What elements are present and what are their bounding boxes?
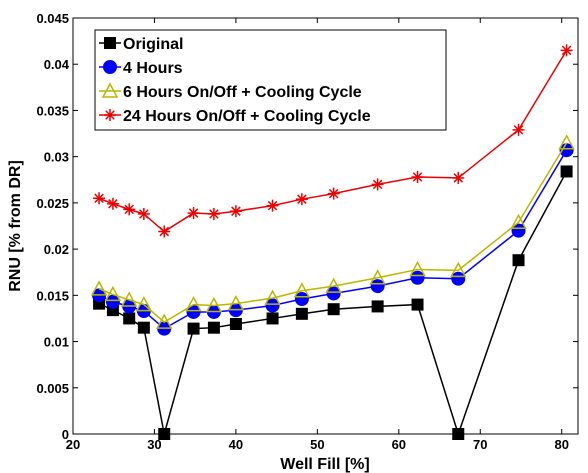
series-2	[90, 134, 575, 329]
legend-label: 6 Hours On/Off + Cooling Cycle	[123, 84, 362, 101]
data-point	[294, 292, 309, 307]
data-point	[295, 307, 308, 320]
data-point	[327, 187, 340, 200]
data-point	[265, 298, 280, 313]
data-point	[104, 285, 122, 302]
x-tick-label: 70	[473, 437, 487, 452]
data-point	[266, 199, 279, 212]
legend-entry: 24 Hours On/Off + Cooling Cycle	[99, 108, 371, 125]
data-point	[135, 295, 153, 312]
data-point	[452, 171, 465, 184]
data-point	[510, 213, 527, 230]
y-tick-label: 0.02	[44, 242, 69, 257]
legend-entry: Original	[99, 36, 183, 53]
legend-marker	[104, 37, 116, 49]
x-tick-label: 40	[229, 437, 243, 452]
data-point	[370, 279, 385, 294]
data-point	[369, 269, 386, 285]
x-axis-label: Well Fill [%]	[280, 456, 369, 473]
data-point	[137, 321, 150, 334]
data-point	[560, 165, 573, 178]
data-point	[560, 44, 573, 57]
data-point	[186, 304, 201, 319]
data-point	[229, 205, 242, 218]
data-point	[410, 270, 425, 285]
legend-label: 4 Hours	[123, 60, 183, 77]
legend-entry: 4 Hours	[99, 60, 183, 77]
legend: Original 4 Hours 6 Hours On/Off + Cooling …	[94, 29, 447, 131]
legend-marker	[103, 60, 117, 74]
legend-entry: 6 Hours On/Off + Cooling Cycle	[99, 82, 362, 101]
series-line	[98, 142, 568, 324]
y-tick-label: 0.04	[44, 57, 70, 72]
data-point	[207, 321, 220, 334]
data-point	[512, 123, 525, 136]
data-point	[158, 225, 171, 238]
y-tick-label: 0.03	[44, 150, 69, 165]
y-axis-label: RNU [% from DR]	[7, 160, 24, 292]
x-tick-label: 50	[310, 437, 324, 452]
data-point	[371, 300, 384, 313]
data-point	[451, 271, 466, 286]
data-point	[326, 286, 341, 301]
data-point	[187, 322, 200, 335]
x-axis: 20 30 40 50 60 70 80	[66, 18, 569, 452]
x-tick-label: 80	[554, 437, 568, 452]
data-point	[411, 298, 424, 311]
series-line	[98, 49, 568, 233]
y-tick-label: 0.045	[36, 11, 69, 26]
y-tick-label: 0.005	[36, 381, 69, 396]
data-point	[266, 312, 279, 325]
y-tick-label: 0.01	[44, 335, 69, 350]
data-point	[450, 261, 467, 278]
y-tick-label: 0.025	[36, 196, 69, 211]
x-tick-label: 60	[392, 437, 406, 452]
legend-label: 24 Hours On/Off + Cooling Cycle	[123, 108, 371, 125]
legend-marker	[104, 109, 116, 121]
data-point	[123, 203, 136, 216]
data-point	[106, 197, 119, 210]
data-point	[90, 280, 108, 296]
y-axis: 0 0.005 0.01 0.015 0.02 0.025 0.03 0.035 0.04 0.0…	[36, 11, 578, 442]
data-point	[511, 223, 526, 238]
data-point	[137, 207, 150, 220]
data-point	[207, 207, 220, 220]
data-point	[120, 291, 138, 307]
data-point	[185, 295, 202, 312]
data-point	[411, 171, 424, 184]
data-point	[227, 295, 245, 311]
y-tick-label: 0.035	[36, 103, 69, 118]
legend-box	[94, 29, 447, 131]
data-point	[187, 207, 200, 220]
x-tick-label: 30	[147, 437, 161, 452]
data-point	[105, 294, 120, 309]
data-point	[205, 296, 223, 313]
data-point	[229, 317, 242, 330]
data-point	[158, 428, 171, 440]
data-point	[452, 428, 465, 440]
series-0	[93, 165, 573, 440]
data-point	[155, 313, 173, 329]
series-layer	[90, 44, 575, 440]
series-line	[98, 149, 568, 330]
series-3	[93, 44, 573, 238]
legend-label: Original	[123, 36, 183, 53]
series-line	[98, 171, 568, 437]
y-tick-label: 0	[62, 427, 69, 442]
data-point	[264, 289, 281, 305]
data-point	[293, 282, 311, 298]
data-point	[295, 193, 308, 206]
data-point	[327, 303, 340, 316]
legend-marker	[101, 82, 119, 98]
data-point	[512, 254, 525, 267]
data-point	[325, 277, 342, 293]
data-point	[409, 260, 426, 277]
y-tick-label: 0.015	[36, 288, 69, 303]
data-point	[371, 178, 384, 191]
data-point	[93, 192, 106, 205]
x-tick-label: 20	[66, 437, 80, 452]
data-point	[558, 134, 575, 150]
data-point	[123, 312, 136, 325]
